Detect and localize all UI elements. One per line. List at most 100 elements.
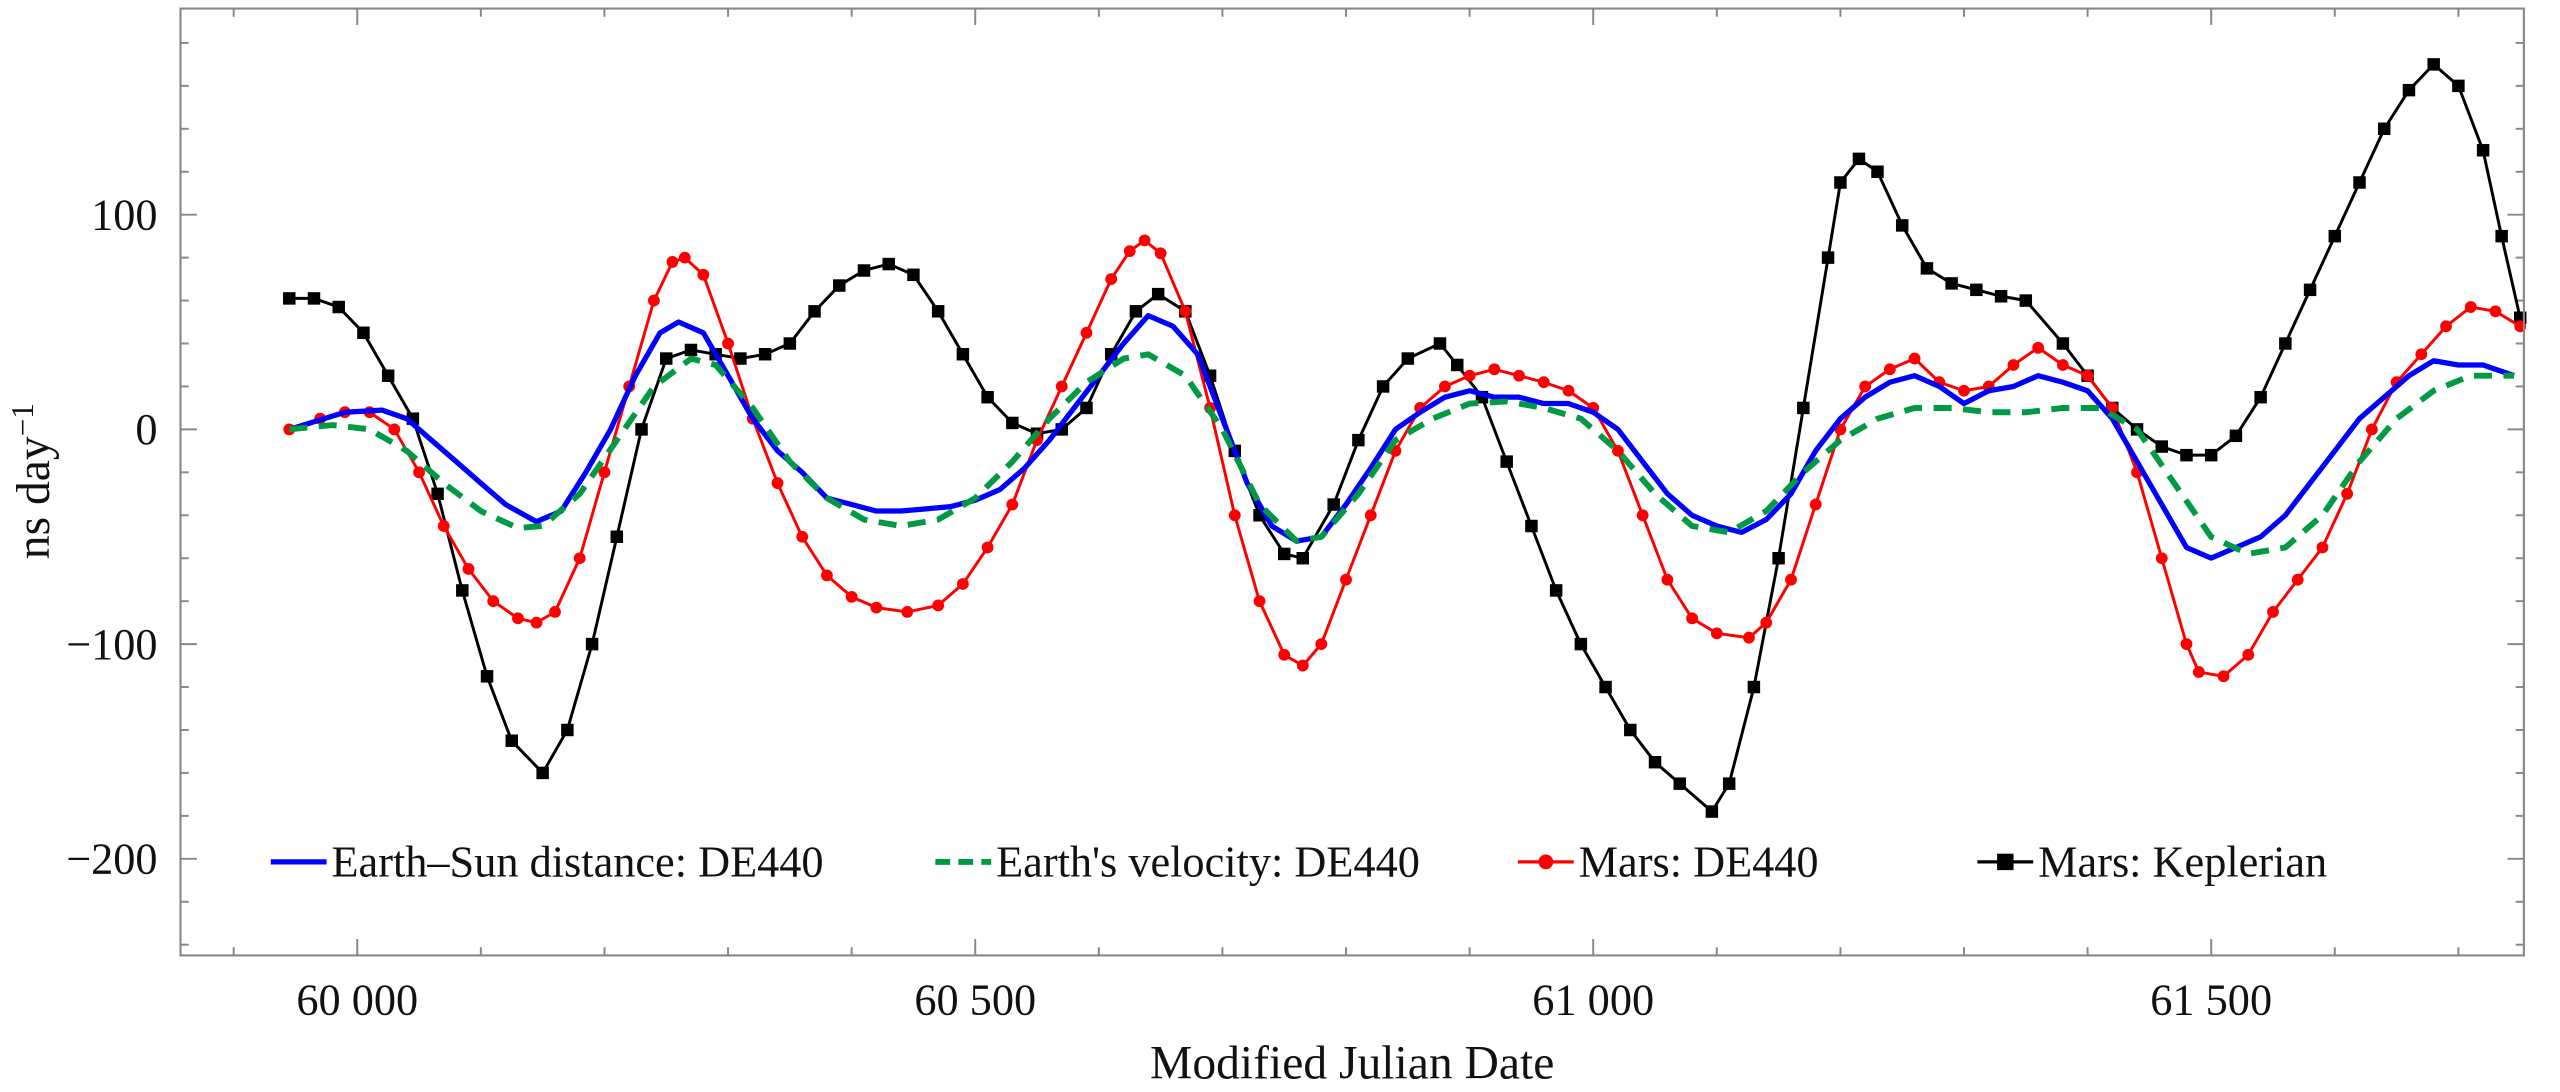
data-point: [758, 348, 772, 361]
data-point: [857, 264, 871, 277]
legend-label: Mars: Keplerian: [2038, 838, 2327, 887]
data-point: [585, 637, 599, 651]
data-point: [413, 466, 425, 479]
data-point: [1599, 680, 1612, 694]
legend-item: Earth–Sun distance: DE440: [270, 838, 824, 887]
data-point: [1513, 369, 1525, 382]
data-point: [2365, 423, 2378, 436]
data-point: [598, 466, 611, 479]
data-point: [437, 520, 450, 532]
data-point: [1549, 584, 1563, 597]
data-point: [2032, 341, 2045, 354]
data-point: [1123, 245, 1136, 258]
data-point: [1797, 401, 1810, 415]
series-line: [289, 62, 2522, 813]
data-point: [1785, 573, 1797, 586]
data-point: [512, 612, 524, 625]
data-point: [2464, 301, 2477, 313]
series-1: [289, 351, 2515, 557]
data-point: [870, 601, 883, 614]
legend-marker: [1538, 854, 1554, 870]
data-point: [1451, 358, 1464, 372]
data-point: [2489, 305, 2502, 318]
data-point: [561, 723, 574, 737]
data-point: [1129, 305, 1143, 318]
data-point: [1722, 777, 1736, 790]
data-point: [536, 766, 549, 780]
data-point: [1179, 305, 1192, 318]
data-point: [1895, 219, 1909, 232]
data-point: [2495, 229, 2508, 243]
legend-item: Earth's velocity: DE440: [935, 838, 1420, 887]
data-point: [2291, 573, 2304, 586]
data-point: [2056, 359, 2069, 371]
data-point: [678, 251, 691, 264]
data-point: [1883, 363, 1896, 376]
data-point: [2229, 429, 2243, 443]
data-point: [1488, 363, 1501, 376]
y-axis-title-main: ns day: [8, 436, 60, 559]
data-point: [2155, 552, 2168, 565]
data-point: [882, 257, 895, 271]
data-point: [1500, 455, 1513, 468]
data-point: [635, 423, 648, 436]
data-point: [1760, 616, 1773, 629]
data-point: [771, 477, 784, 489]
data-point: [2242, 648, 2255, 661]
y-tick-label: 100: [91, 190, 157, 239]
data-point: [1006, 416, 1019, 430]
legend-label: Earth's velocity: DE440: [996, 838, 1420, 887]
data-point: [610, 530, 624, 543]
data-point: [1080, 401, 1093, 415]
data-point: [2328, 229, 2342, 243]
series-line: [289, 351, 2515, 557]
data-point: [1834, 176, 1847, 189]
data-point: [2279, 337, 2292, 350]
data-point: [1920, 262, 1934, 275]
data-point: [2377, 122, 2391, 136]
data-point: [931, 305, 945, 318]
data-point: [2402, 83, 2416, 97]
data-point: [697, 268, 710, 281]
data-point: [660, 352, 673, 365]
data-point: [1686, 612, 1699, 625]
data-point: [1859, 380, 1872, 393]
data-point: [2056, 337, 2070, 350]
data-point: [1278, 648, 1291, 661]
series-line: [288, 238, 2521, 678]
data-point: [783, 337, 797, 350]
data-point: [956, 578, 969, 590]
data-point: [1747, 680, 1761, 694]
data-point: [1624, 723, 1637, 737]
data-point: [666, 256, 679, 268]
data-point: [808, 305, 821, 318]
data-point: [1105, 273, 1118, 286]
data-point: [307, 292, 321, 305]
data-point: [1376, 380, 1390, 393]
data-point: [1352, 433, 1365, 447]
data-point: [1327, 498, 1340, 511]
x-tick-label: 60 000: [296, 976, 418, 1025]
legend-label: Mars: DE440: [1579, 838, 1819, 887]
series-3: [283, 58, 2527, 818]
data-point: [487, 595, 500, 608]
data-point: [1673, 777, 1686, 790]
data-point: [722, 337, 734, 350]
data-point: [1612, 444, 1624, 457]
data-point: [2155, 440, 2168, 453]
data-point: [480, 670, 494, 683]
data-point: [357, 326, 370, 340]
data-point: [796, 530, 809, 543]
data-point: [734, 352, 747, 365]
series-line: [288, 312, 2515, 561]
data-point: [1821, 251, 1835, 264]
legend-marker: [1997, 853, 2014, 871]
data-point: [2019, 294, 2033, 307]
data-point: [1908, 352, 1921, 365]
data-point: [431, 487, 444, 501]
axis-ticks: 60 000 60 500 61 000 61 500 −200 −100 0 100: [66, 8, 2524, 1025]
data-point: [1364, 509, 1377, 522]
data-point: [2427, 58, 2440, 71]
data-point: [2192, 666, 2205, 678]
data-point: [549, 605, 561, 618]
